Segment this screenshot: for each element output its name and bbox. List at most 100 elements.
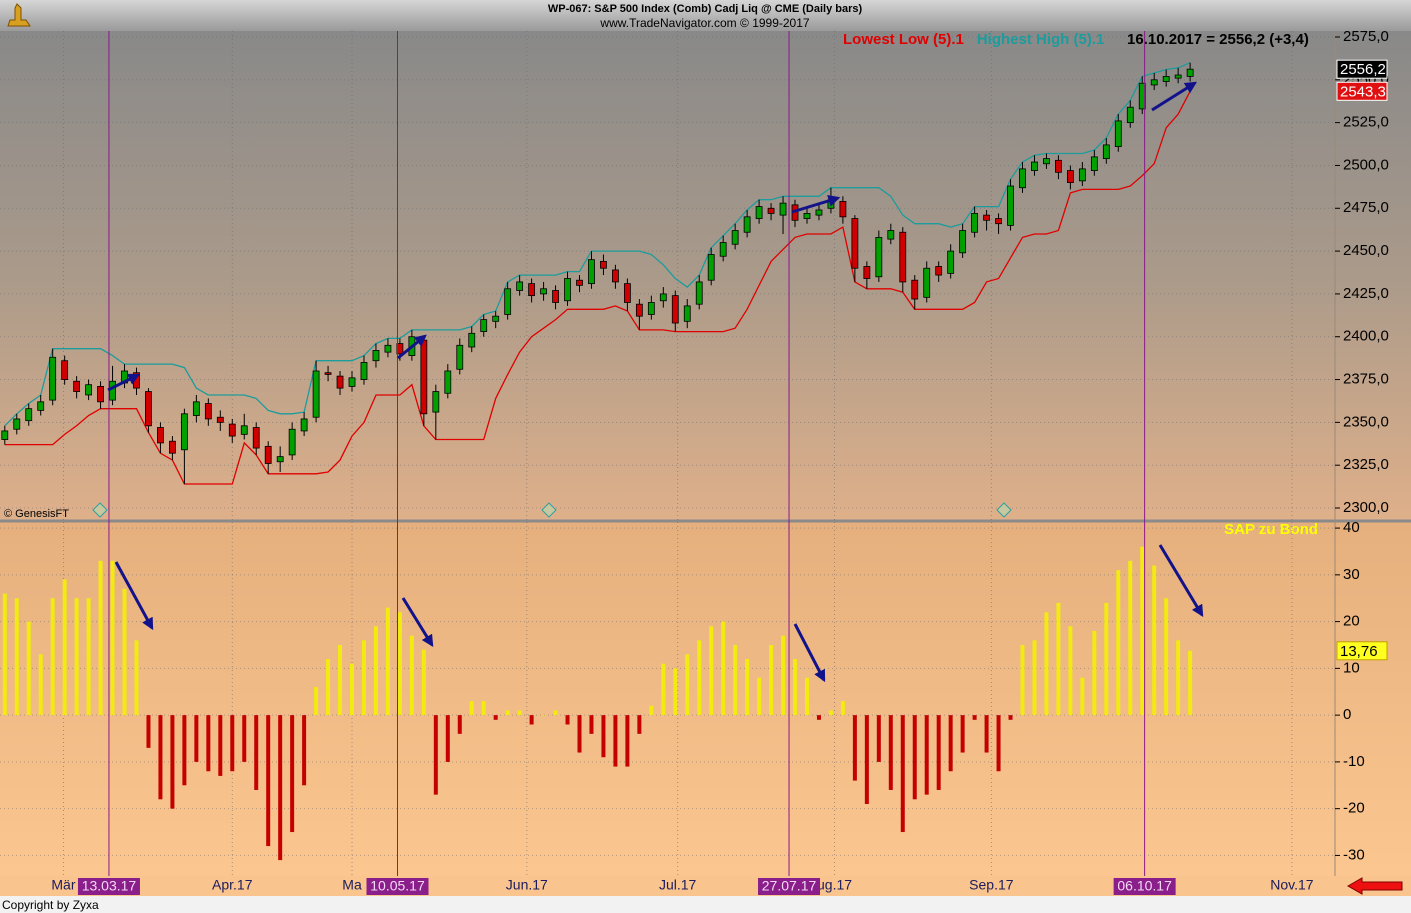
candle-body — [300, 418, 308, 432]
candle-body — [444, 370, 452, 394]
y-tick-label: 2525,0 — [1343, 114, 1389, 131]
candle-body — [935, 266, 943, 276]
oscillator-bar — [74, 598, 79, 716]
oscillator-bar — [338, 644, 343, 716]
candle-body — [1066, 170, 1074, 183]
oscillator-bar — [14, 598, 19, 716]
candle-body — [61, 360, 69, 380]
candle-body — [612, 269, 619, 283]
oscillator-bar — [421, 649, 426, 716]
chart-subtitle: www.TradeNavigator.com © 1999-2017 — [599, 16, 809, 30]
oscillator-bar — [242, 715, 247, 762]
oscillator-bar — [361, 640, 366, 716]
candle-body — [85, 384, 93, 396]
x-tick-label: Jun.17 — [506, 877, 548, 893]
oscillator-bar — [290, 715, 295, 833]
indicator-line — [4, 90, 1191, 485]
oscillator-bar — [1008, 715, 1013, 720]
candle-body — [276, 456, 284, 463]
legend-entry: Highest High (5).1 — [977, 31, 1105, 48]
y-tick-label: 2500,0 — [1343, 156, 1389, 173]
oscillator-bar — [637, 715, 642, 734]
candle-body — [600, 260, 607, 269]
y-tick-label: 0 — [1343, 706, 1351, 723]
candle-body — [719, 242, 727, 257]
oscillator-bar — [613, 715, 618, 767]
oscillator-bar — [373, 626, 378, 716]
candle-body — [1055, 159, 1062, 173]
oscillator-bar — [565, 715, 570, 725]
oscillator-bar — [709, 626, 714, 716]
y-tick-label: 2300,0 — [1343, 499, 1389, 516]
highlight-label-box — [77, 878, 140, 895]
price-panel — [0, 31, 1411, 520]
candle-body — [180, 413, 188, 451]
candle-body — [911, 279, 919, 300]
oscillator-bar — [721, 621, 726, 716]
oscillator-bar — [541, 715, 546, 716]
oscillator-bar — [134, 640, 139, 716]
candle-body — [169, 440, 176, 454]
candle-body — [312, 370, 320, 418]
candle-body — [671, 295, 679, 324]
candle-body — [552, 290, 559, 303]
oscillator-bar — [685, 654, 690, 716]
oscillator-bar — [661, 663, 666, 716]
oscillator-bar — [86, 598, 91, 716]
oscillator-bar — [757, 677, 762, 716]
y-tick-label: 20 — [1343, 613, 1360, 630]
x-tick-label: Mär — [51, 877, 75, 893]
candle-body — [372, 350, 380, 362]
header-band — [0, 0, 1411, 31]
logo — [7, 3, 31, 27]
oscillator-bar — [793, 659, 798, 716]
y-tick-label: 2375,0 — [1343, 371, 1389, 388]
oscillator-bar — [553, 710, 558, 716]
oscillator-bar — [864, 715, 869, 804]
candle-body — [839, 201, 847, 218]
candle-body — [767, 207, 775, 214]
candle-body — [1114, 120, 1122, 148]
oscillator-bar — [218, 715, 223, 776]
oscillator-bar — [972, 715, 977, 720]
oscillator-bar — [1032, 640, 1037, 716]
candle-body — [707, 254, 715, 281]
oscillator-bar — [457, 715, 462, 734]
oscillator-bar — [182, 715, 187, 786]
x-axis-band — [0, 876, 1411, 896]
oscillator-bar — [2, 593, 7, 716]
scroll-arrow[interactable] — [1346, 877, 1403, 895]
indicator-line — [4, 62, 1191, 427]
status-text: 16.10.2017 = 2556,2 (+3,4) — [1127, 31, 1309, 48]
candle-body — [264, 445, 272, 464]
oscillator-bar — [781, 635, 786, 716]
oscillator-bar — [601, 715, 606, 758]
candle-body — [983, 214, 990, 221]
oscillator-bar — [984, 715, 989, 753]
candle-body — [899, 231, 907, 283]
candle-body — [1186, 68, 1194, 77]
lowest-low-tag-box — [1336, 81, 1388, 101]
candle-body — [1, 430, 9, 440]
oscillator-bar — [445, 715, 450, 762]
chart-title: WP-067: S&P 500 Index (Comb) Cadj Liq @ … — [548, 3, 863, 15]
last-price-tag: 2556,2 — [1340, 61, 1386, 78]
oscillator-bar — [397, 612, 402, 716]
watermark: © GenesisFT — [4, 508, 69, 520]
candle-body — [779, 202, 787, 216]
candle-body — [25, 408, 33, 422]
candle-body — [97, 386, 104, 403]
oscillator-bar — [50, 598, 55, 716]
candle-body — [73, 380, 81, 392]
candle-body — [1138, 82, 1146, 110]
candle-body — [647, 302, 655, 315]
candle-body — [815, 209, 823, 216]
grid — [0, 31, 1335, 876]
oscillator-bar — [1176, 640, 1181, 716]
candle-body — [947, 250, 955, 274]
oscillator-bar — [326, 659, 331, 716]
oscillator-bar — [589, 715, 594, 734]
candle-body — [1007, 185, 1014, 226]
oscillator-bar — [900, 715, 905, 833]
oscillator-bar — [122, 588, 127, 716]
